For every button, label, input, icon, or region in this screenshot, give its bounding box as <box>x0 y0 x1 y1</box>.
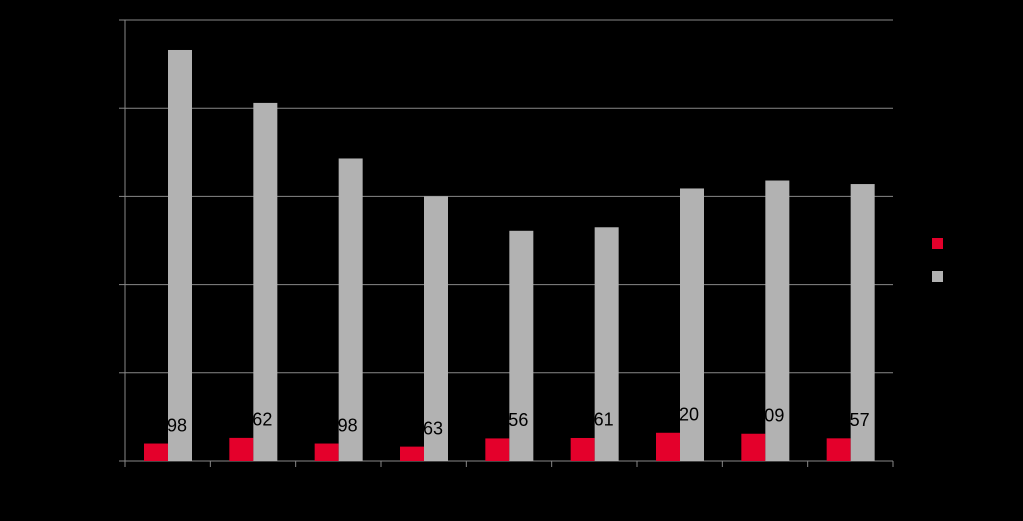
bar <box>168 49 192 461</box>
data-label: 320 <box>669 405 699 425</box>
bar <box>594 227 619 461</box>
data-label: 198 <box>157 415 187 435</box>
bar <box>509 230 534 461</box>
bar <box>570 437 595 461</box>
bar <box>741 433 766 461</box>
legend-swatch <box>932 238 943 249</box>
data-label: 257 <box>840 410 870 430</box>
data-label: 163 <box>413 418 443 438</box>
bar <box>314 443 339 461</box>
bar <box>680 188 704 461</box>
bar <box>656 432 680 461</box>
bar <box>229 437 254 461</box>
bar <box>850 184 875 461</box>
y-tick-label: 4000 <box>75 97 115 117</box>
y-tick-label: 3000 <box>75 185 115 205</box>
y-tick-label: 1000 <box>75 362 115 382</box>
data-label: 198 <box>328 415 358 435</box>
bar <box>424 196 448 461</box>
bar <box>765 180 790 462</box>
data-label: 262 <box>242 410 272 430</box>
y-tick-label: 0 <box>105 450 115 470</box>
bar <box>400 446 424 461</box>
y-tick-label: 5000 <box>75 9 115 29</box>
bar <box>485 438 510 461</box>
bar <box>253 102 278 462</box>
legend-swatch <box>932 271 943 282</box>
bar <box>144 443 168 461</box>
bar <box>338 158 363 461</box>
bar <box>826 438 851 461</box>
data-label: 261 <box>584 410 614 430</box>
data-label: 309 <box>754 405 784 425</box>
data-label: 256 <box>498 410 528 430</box>
y-tick-label: 2000 <box>75 273 115 293</box>
